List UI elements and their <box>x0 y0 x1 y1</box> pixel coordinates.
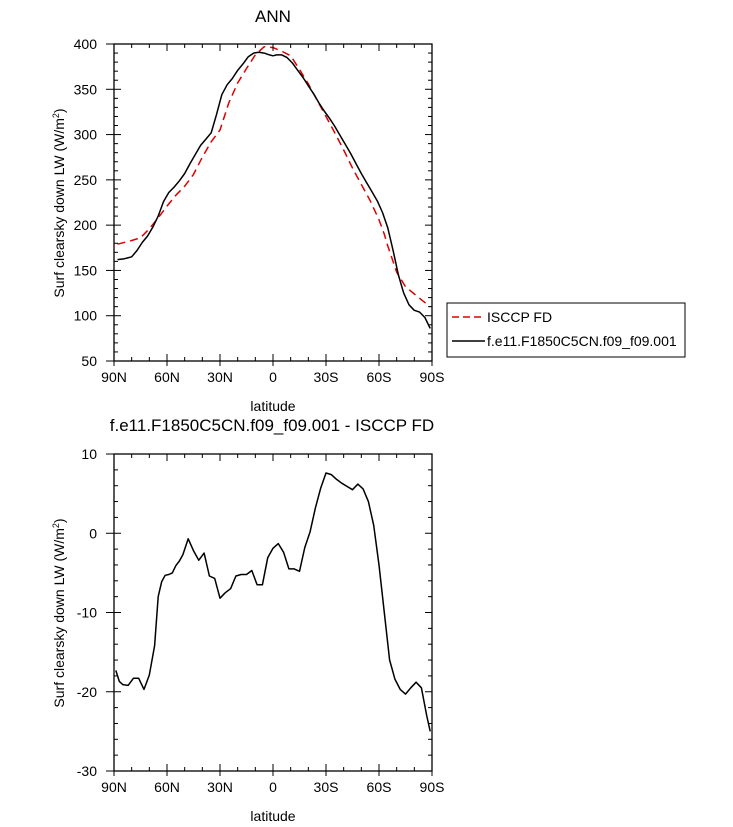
top-y-tick-label: 350 <box>74 81 98 97</box>
panel-difference: f.e11.F1850C5CN.f09_f09.001 - ISCCP FD 9… <box>51 416 444 824</box>
top-y-axis-label: Surf clearsky down LW (W/m2) <box>51 108 67 297</box>
top-x-tick-label: 30N <box>207 369 233 385</box>
bottom-y-tick-label: 10 <box>81 446 97 462</box>
top-y-tick-label: 400 <box>74 36 98 52</box>
top-y-tick-label: 100 <box>74 308 98 324</box>
top-x-tick-label: 60S <box>367 369 392 385</box>
bottom-x-tick-label: 90N <box>101 779 127 795</box>
bottom-y-tick-label: -30 <box>77 763 97 779</box>
legend: ISCCP FD f.e11.F1850C5CN.f09_f09.001 <box>446 302 686 358</box>
bottom-x-tick-label: 30S <box>314 779 339 795</box>
top-y-tick-label: 250 <box>74 172 98 188</box>
top-y-tick-label: 150 <box>74 262 98 278</box>
legend-label-model: f.e11.F1850C5CN.f09_f09.001 <box>487 333 677 349</box>
top-x-tick-label: 30S <box>314 369 339 385</box>
top-y-tick-label: 300 <box>74 127 98 143</box>
bottom-x-tick-label: 60N <box>154 779 180 795</box>
bottom-series-line-1 <box>115 472 431 732</box>
top-chart-title: ANN <box>255 7 291 26</box>
bottom-y-axis-label: Surf clearsky down LW (W/m2) <box>51 518 67 707</box>
top-x-tick-label: 90S <box>420 369 445 385</box>
top-y-tick-label: 200 <box>74 217 98 233</box>
bottom-y-tick-label: -10 <box>77 605 97 621</box>
bottom-x-tick-label: 90S <box>420 779 445 795</box>
panel-climatology: ANN 90N 60N 30N 0 30S 60S 90S 50 100 150 200 250 300… <box>51 7 686 414</box>
bottom-y-tick-label: -20 <box>77 684 97 700</box>
bottom-y-tick-label: 0 <box>89 525 97 541</box>
bottom-x-tick-label: 30N <box>207 779 233 795</box>
top-y-tick-label: 50 <box>81 353 97 369</box>
top-x-tick-label: 0 <box>269 369 277 385</box>
bottom-x-tick-label: 0 <box>269 779 277 795</box>
bottom-x-axis-label: latitude <box>250 808 295 824</box>
legend-label-isccp: ISCCP FD <box>487 309 552 325</box>
legend-box <box>446 302 686 358</box>
top-x-tick-label: 60N <box>154 369 180 385</box>
bottom-x-tick-label: 60S <box>367 779 392 795</box>
top-x-tick-label: 90N <box>101 369 127 385</box>
top-series-line-1 <box>117 45 431 308</box>
bottom-chart-title: f.e11.F1850C5CN.f09_f09.001 - ISCCP FD <box>110 416 434 435</box>
top-series-line-2 <box>117 51 431 329</box>
top-x-axis-label: latitude <box>250 398 295 414</box>
